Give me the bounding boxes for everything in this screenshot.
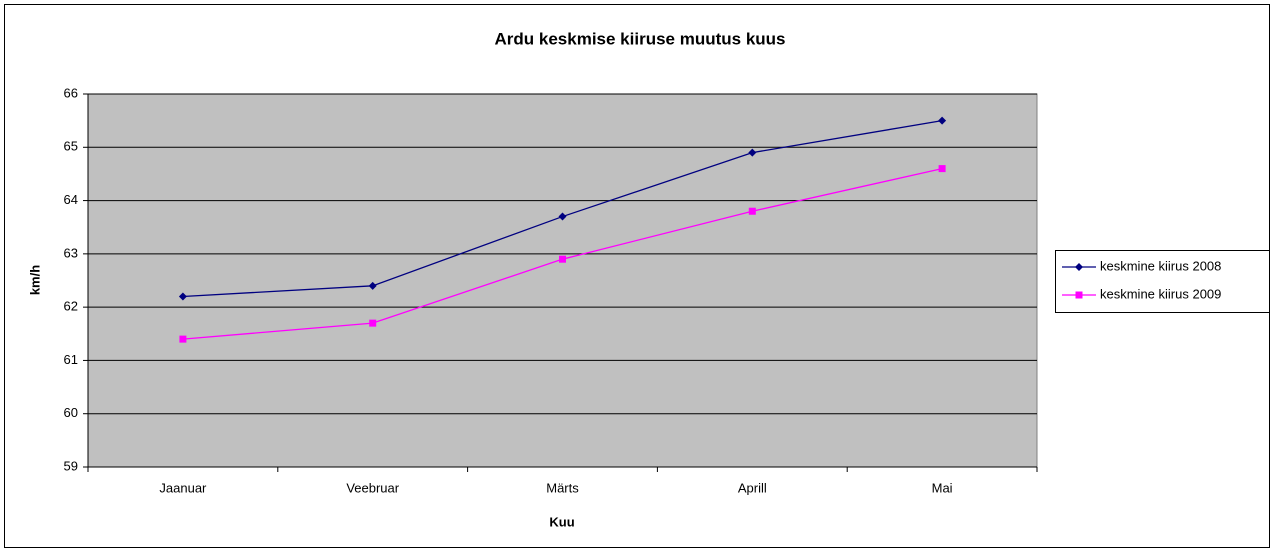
x-tick-label: Aprill: [738, 480, 767, 495]
data-point: [178, 292, 187, 301]
legend-marker: [1075, 291, 1083, 299]
data-point: [368, 281, 377, 290]
data-point: [559, 255, 566, 263]
y-tick-label: 65: [64, 139, 78, 154]
data-point: [748, 207, 756, 215]
chart-title: Ardu keskmise kiiruse muutus kuus: [495, 29, 786, 48]
y-tick-label: 59: [64, 458, 78, 473]
y-tick-label: 60: [64, 405, 78, 420]
data-point: [369, 319, 377, 327]
x-axis-title: Kuu: [549, 514, 574, 529]
y-tick-label: 66: [64, 85, 78, 100]
legend-label: keskmine kiirus 2008: [1100, 258, 1221, 273]
y-tick-label: 62: [64, 299, 78, 314]
data-point: [179, 335, 187, 343]
legend-marker: [1075, 263, 1083, 271]
x-tick-label: Veebruar: [346, 480, 399, 495]
legend-box: [1055, 250, 1270, 313]
y-axis-title: km/h: [27, 265, 42, 295]
x-tick-label: Märts: [546, 480, 579, 495]
x-tick-label: Mai: [932, 480, 953, 495]
y-tick-label: 61: [64, 352, 78, 367]
data-point: [938, 165, 946, 173]
data-point: [558, 212, 567, 221]
legend-label: keskmine kiirus 2009: [1100, 286, 1221, 301]
plot-area: [87, 93, 1038, 468]
y-tick-label: 63: [64, 245, 78, 260]
y-tick-label: 64: [64, 192, 78, 207]
data-point: [748, 148, 757, 157]
x-tick-label: Jaanuar: [159, 480, 207, 495]
data-point: [938, 116, 947, 125]
